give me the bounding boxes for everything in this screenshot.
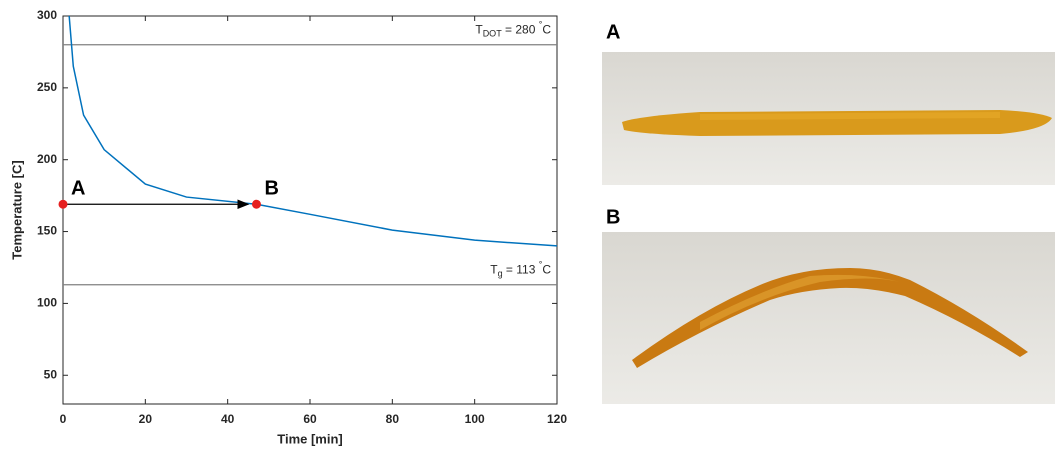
reference-label-part: C xyxy=(542,263,551,277)
x-tick-label: 100 xyxy=(465,412,485,426)
y-tick-label: 300 xyxy=(37,8,57,22)
photo-label: A xyxy=(606,21,620,43)
reference-label-part: = 113 xyxy=(503,263,539,277)
point-marker xyxy=(58,199,68,209)
reference-label-part: T xyxy=(490,263,498,277)
x-tick-label: 0 xyxy=(60,412,67,426)
y-tick-label: 200 xyxy=(37,152,57,166)
x-tick-label: 40 xyxy=(221,412,235,426)
reference-label-part: ° xyxy=(539,20,543,30)
photo-b xyxy=(602,232,1055,404)
reference-label-part: ° xyxy=(539,260,543,270)
point-label: A xyxy=(71,178,85,200)
reference-label: Tg = 113 °C xyxy=(490,260,551,279)
y-axis-label: Temperature [C] xyxy=(9,160,24,259)
photo-label: B xyxy=(606,206,620,228)
reference-label: TDOT = 280 °C xyxy=(475,20,551,39)
x-tick-label: 120 xyxy=(547,412,567,426)
x-axis-label: Time [min] xyxy=(277,431,343,446)
x-tick-label: 60 xyxy=(303,412,317,426)
y-tick-label: 50 xyxy=(44,367,58,381)
y-tick-label: 100 xyxy=(37,296,57,310)
line-series xyxy=(68,16,557,247)
reference-label-part: DOT xyxy=(483,29,503,39)
reference-label-part: = 280 xyxy=(502,23,539,37)
plot-frame xyxy=(62,15,558,405)
y-tick-label: 250 xyxy=(37,80,57,94)
point-marker xyxy=(251,199,261,209)
point-label: B xyxy=(264,178,278,200)
reference-label-part: g xyxy=(498,269,503,279)
y-tick-label: 150 xyxy=(37,224,57,238)
x-tick-label: 20 xyxy=(139,412,153,426)
reference-label-part: T xyxy=(475,23,483,37)
x-tick-label: 80 xyxy=(386,412,400,426)
reference-label-part: C xyxy=(542,23,551,37)
photo-a xyxy=(602,52,1055,185)
